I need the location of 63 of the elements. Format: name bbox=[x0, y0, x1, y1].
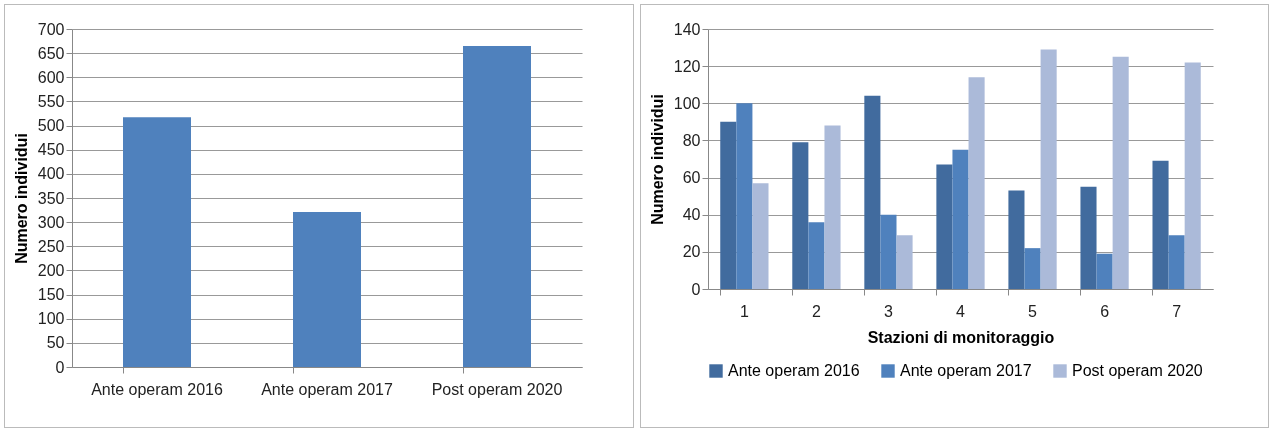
y-tick-label: 350 bbox=[37, 189, 65, 207]
y-tick-label: 450 bbox=[37, 141, 65, 159]
bar bbox=[1184, 62, 1201, 289]
y-tick-label: 600 bbox=[37, 68, 65, 86]
bar bbox=[752, 183, 769, 289]
y-tick-label: 650 bbox=[37, 44, 65, 62]
bar bbox=[792, 142, 809, 289]
y-tick-label: 700 bbox=[37, 20, 65, 38]
legend-label: Post operam 2020 bbox=[1072, 362, 1203, 379]
x-tick-label: Ante operam 2017 bbox=[261, 380, 393, 398]
x-tick-label: 6 bbox=[1100, 302, 1110, 320]
y-tick-label: 0 bbox=[691, 280, 701, 298]
bar bbox=[1112, 56, 1129, 289]
y-tick-label: 20 bbox=[682, 243, 701, 261]
y-axis-title: Numero individui bbox=[12, 133, 30, 264]
bar bbox=[1168, 235, 1185, 289]
y-tick-label: 250 bbox=[37, 237, 65, 255]
x-tick-label: Ante operam 2016 bbox=[91, 380, 223, 398]
y-tick-label: 100 bbox=[37, 310, 65, 328]
bar bbox=[1008, 190, 1025, 289]
x-tick-label: 4 bbox=[956, 302, 966, 320]
y-tick-label: 60 bbox=[682, 169, 701, 187]
y-tick-label: 100 bbox=[673, 94, 701, 112]
bar bbox=[896, 235, 913, 289]
bar bbox=[824, 125, 841, 289]
x-tick-label: 7 bbox=[1172, 302, 1182, 320]
legend-label: Ante operam 2016 bbox=[728, 362, 860, 379]
bar bbox=[952, 149, 969, 289]
y-axis-title: Numero individui bbox=[648, 94, 666, 225]
bar bbox=[123, 117, 191, 367]
y-tick-label: 150 bbox=[37, 286, 65, 304]
y-tick-label: 0 bbox=[55, 358, 65, 376]
y-tick-label: 550 bbox=[37, 92, 65, 110]
bar bbox=[808, 222, 825, 289]
y-tick-label: 120 bbox=[673, 57, 701, 75]
x-tick-label: 2 bbox=[811, 302, 821, 320]
bar bbox=[736, 103, 753, 289]
y-tick-label: 300 bbox=[37, 213, 65, 231]
bar bbox=[463, 45, 531, 367]
y-tick-label: 140 bbox=[673, 20, 701, 38]
x-tick-label: 1 bbox=[739, 302, 749, 320]
bar bbox=[880, 214, 897, 289]
x-tick-label: Post operam 2020 bbox=[431, 380, 563, 398]
bar bbox=[293, 212, 361, 367]
bar bbox=[968, 77, 985, 289]
y-tick-label: 400 bbox=[37, 165, 65, 183]
bar bbox=[1152, 160, 1169, 289]
y-tick-label: 200 bbox=[37, 261, 65, 279]
y-tick-label: 500 bbox=[37, 117, 65, 135]
x-axis-title: Stazioni di monitoraggio bbox=[867, 328, 1055, 346]
x-tick-label: 3 bbox=[884, 302, 894, 320]
bar bbox=[1024, 248, 1041, 289]
y-tick-label: 80 bbox=[682, 131, 701, 149]
legend-label: Ante operam 2017 bbox=[900, 362, 1032, 379]
bar bbox=[864, 95, 881, 289]
x-tick-label: 5 bbox=[1028, 302, 1038, 320]
bar bbox=[1080, 186, 1097, 289]
bar bbox=[1096, 253, 1113, 289]
y-tick-label: 50 bbox=[46, 334, 65, 352]
bar bbox=[1040, 49, 1057, 289]
bar bbox=[720, 121, 737, 289]
y-tick-label: 40 bbox=[682, 206, 701, 224]
bar bbox=[936, 164, 953, 289]
